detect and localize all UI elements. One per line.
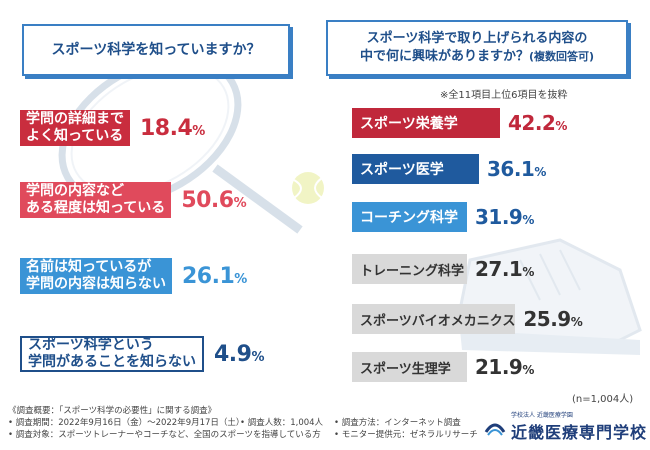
interest-bar-value: 42.2 — [508, 111, 556, 135]
question-interest-line2: 中で何に興味がありますか？ — [359, 49, 529, 64]
question-awareness-text: スポーツ科学を知っていますか？ — [51, 41, 261, 58]
interest-bar: コーチング科学 — [352, 202, 467, 232]
interest-bar-label: スポーツ生理学 — [360, 361, 451, 377]
answer-label-box: スポーツ科学という 学問があることを知らない — [20, 336, 204, 372]
interest-bar-row: スポーツ生理学 21.9% — [352, 352, 534, 382]
top-items-note: ※全11項目上位6項目を抜粋 — [440, 90, 568, 101]
footer-period: • 調査期間：2022年9月16日（金）〜2022年9月17日（土） — [8, 418, 245, 428]
footer-title: 《調査概要：「スポーツ科学の必要性」に関する調査》 — [8, 406, 217, 416]
percent-sign: % — [251, 349, 265, 365]
answer-percent: 18.4% — [140, 116, 205, 141]
answer-label: 学問の詳細まで よく知っている — [26, 111, 124, 144]
answer-percent-value: 26.1 — [182, 263, 235, 289]
interest-bar: スポーツ生理学 — [352, 352, 467, 382]
interest-bar-row: コーチング科学 31.9% — [352, 202, 534, 232]
interest-bar: トレーニング科学 — [352, 254, 467, 284]
answer-label-box: 学問の詳細まで よく知っている — [20, 110, 130, 146]
question-interest-suffix: (複数回答可) — [528, 50, 595, 63]
answer-percent: 26.1% — [182, 264, 247, 289]
answer-row: 名前は知っているが 学問の内容は知らない 26.1% — [20, 258, 247, 294]
interest-bar-value: 31.9 — [475, 205, 523, 229]
interest-bar-value: 27.1 — [475, 257, 523, 281]
interest-bar-percent: 42.2% — [508, 111, 567, 135]
footer-method: • 調査方法：インターネット調査 — [334, 418, 461, 428]
answer-percent-value: 50.6 — [181, 187, 234, 213]
interest-bar-value: 25.9 — [523, 307, 571, 331]
question-interest-line1: スポーツ科学で取り上げられる内容の — [366, 31, 588, 47]
interest-bar-row: スポーツバイオメカニクス 25.9% — [352, 304, 583, 334]
interest-bar-row: スポーツ栄養学 42.2% — [352, 108, 567, 138]
interest-bar-row: スポーツ医学 36.1% — [352, 154, 546, 184]
sample-size-note: (n=1,004人) — [572, 394, 634, 405]
tennis-racket-icon — [58, 54, 303, 234]
interest-bar-label: スポーツ栄養学 — [360, 116, 458, 132]
interest-bar: スポーツ栄養学 — [352, 108, 500, 138]
footer-count: • 調査人数：1,004人 — [240, 418, 324, 428]
interest-bar-row: トレーニング科学 27.1% — [352, 254, 534, 284]
interest-bar-percent: 25.9% — [523, 307, 582, 331]
school-logo[interactable]: 学校法人 近畿医療学園 近畿医療専門学校 — [484, 410, 647, 443]
interest-bar-value: 21.9 — [475, 355, 523, 379]
answer-row: スポーツ科学という 学問があることを知らない 4.9% — [20, 336, 264, 372]
interest-bar-value: 36.1 — [487, 157, 535, 181]
question-awareness: スポーツ科学を知っていますか？ — [22, 24, 290, 76]
answer-label: 名前は知っているが 学問の内容は知らない — [26, 259, 166, 292]
interest-bar-percent: 21.9% — [475, 355, 534, 379]
percent-sign: % — [555, 119, 567, 133]
interest-bar: スポーツバイオメカニクス — [352, 304, 516, 334]
percent-sign: % — [522, 265, 534, 279]
percent-sign: % — [522, 363, 534, 377]
answer-percent: 4.9% — [214, 342, 264, 367]
answer-label: 学問の内容など ある程度は知っている — [26, 183, 166, 216]
interest-bar-label: トレーニング科学 — [360, 263, 465, 279]
footer-monitor: • モニター提供元：ゼネラルリサーチ — [334, 430, 478, 440]
answer-label: スポーツ科学という 学問があることを知らない — [28, 337, 196, 370]
answer-label-box: 学問の内容など ある程度は知っている — [20, 182, 172, 218]
interest-bar-label: スポーツ医学 — [360, 162, 444, 178]
tennis-ball-icon — [292, 172, 324, 204]
interest-bar-percent: 31.9% — [475, 205, 534, 229]
interest-bar-label: スポーツバイオメカニクス — [360, 313, 516, 329]
footer-target: • 調査対象：スポーツトレーナーやコーチなど、全国のスポーツを指導している方 — [8, 430, 321, 440]
question-interest: スポーツ科学で取り上げられる内容の 中で何に興味がありますか？(複数回答可) — [326, 20, 628, 76]
percent-sign: % — [192, 123, 205, 139]
answer-percent: 50.6% — [181, 188, 246, 213]
school-emblem-icon — [484, 423, 506, 436]
logo-name: 近畿医療専門学校 — [511, 423, 648, 442]
percent-sign: % — [534, 165, 546, 179]
interest-bar-label: コーチング科学 — [360, 210, 458, 226]
interest-bar-percent: 27.1% — [475, 257, 534, 281]
answer-row: 学問の詳細まで よく知っている 18.4% — [20, 110, 205, 146]
answer-percent-value: 4.9 — [214, 341, 252, 367]
answer-label-box: 名前は知っているが 学問の内容は知らない — [20, 258, 172, 294]
percent-sign: % — [233, 195, 247, 211]
answer-percent-value: 18.4 — [140, 115, 193, 141]
percent-sign: % — [570, 315, 583, 329]
percent-sign: % — [522, 213, 534, 227]
interest-bar: スポーツ医学 — [352, 154, 479, 184]
answer-row: 学問の内容など ある程度は知っている 50.6% — [20, 182, 247, 218]
logo-subtitle: 学校法人 近畿医療学園 — [511, 412, 573, 419]
interest-bar-percent: 36.1% — [487, 157, 546, 181]
percent-sign: % — [234, 271, 247, 287]
